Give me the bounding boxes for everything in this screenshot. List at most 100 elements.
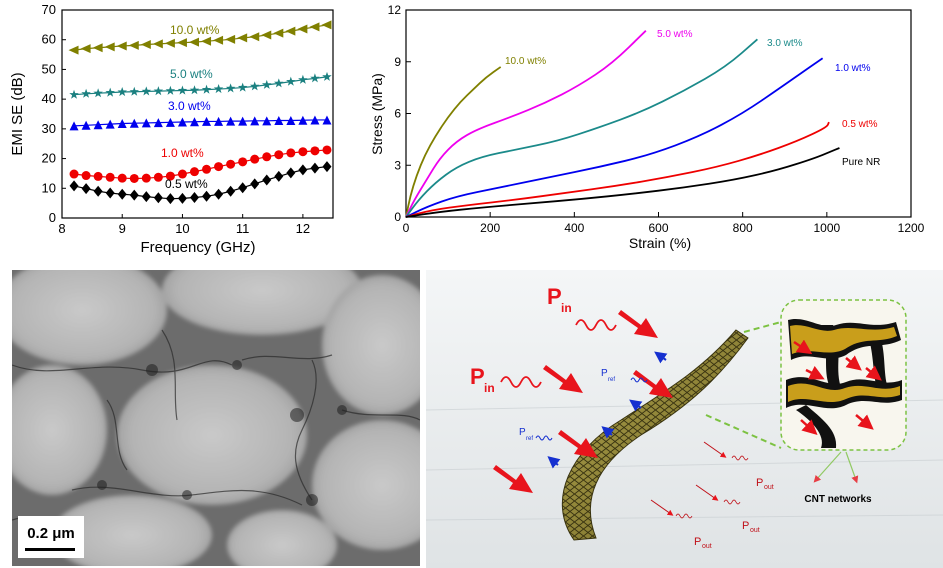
emi-data-point — [262, 116, 272, 126]
emi-data-point — [298, 115, 308, 125]
emi-data-point — [286, 148, 296, 158]
emi-data-point — [177, 117, 187, 127]
emi-data-point — [189, 117, 199, 127]
schematic-illustration: P in P in P ref P ref P out P out P out — [426, 270, 943, 568]
ss-series-label: Pure NR — [842, 157, 880, 168]
emi-data-point — [286, 167, 296, 179]
emi-data-point — [189, 167, 199, 177]
emi-data-point — [286, 76, 296, 86]
emi-data-point — [92, 43, 103, 53]
emi-data-point — [309, 22, 320, 32]
p-ref-label-2: P — [519, 427, 526, 438]
emi-data-point — [250, 154, 260, 164]
cnt-network-inset — [780, 299, 907, 451]
emi-data-point — [93, 88, 103, 98]
emi-data-point — [105, 119, 115, 129]
emi-data-point — [214, 188, 224, 200]
p-in-label-top: P — [547, 284, 562, 309]
emi-data-point — [141, 173, 151, 183]
emi-data-point — [226, 116, 236, 126]
ss-series-label: 10.0 wt% — [505, 56, 546, 67]
emi-data-point — [298, 147, 308, 157]
ss-series-line — [405, 147, 840, 218]
emi-data-point — [202, 190, 212, 202]
emi-data-point — [250, 116, 260, 126]
emi-plot-frame — [61, 9, 334, 219]
emi-y-tick-label: 20 — [42, 151, 56, 166]
emi-x-tick-label: 8 — [58, 221, 65, 236]
tem-image: 0.2 μm — [12, 270, 420, 566]
emi-data-point — [81, 171, 91, 181]
emi-data-point — [225, 34, 236, 44]
emi-data-point — [117, 119, 127, 129]
emi-data-point — [298, 164, 308, 176]
emi-data-point — [249, 32, 260, 42]
emi-series-line — [74, 76, 328, 96]
p-out-label-2: P — [742, 520, 749, 532]
emi-x-tick-label: 11 — [236, 221, 250, 236]
p-out-sub-3: out — [702, 543, 712, 550]
emi-data-point — [153, 86, 164, 96]
emi-data-point — [69, 89, 79, 99]
stress-strain-chart: 0 200 400 600 800 1000 1200 0 3 6 9 12 Strain (%) S… — [369, 3, 925, 251]
emi-x-tick-label: 9 — [119, 221, 126, 236]
cnt-networks-label: CNT networks — [804, 494, 872, 505]
emi-data-point — [81, 120, 91, 130]
tem-micrograph: 0.2 μm — [12, 270, 420, 566]
emi-data-point — [322, 145, 332, 155]
emi-data-point — [237, 33, 248, 43]
shielding-mechanism-schematic: P in P in P ref P ref P out P out P out — [426, 270, 943, 568]
emi-data-point — [321, 20, 332, 30]
emi-data-point — [297, 24, 308, 34]
emi-data-point — [213, 35, 224, 45]
emi-data-point — [213, 84, 224, 94]
emi-data-point — [105, 172, 115, 182]
emi-data-point — [214, 116, 224, 126]
emi-data-point — [152, 39, 163, 49]
emi-data-point — [274, 150, 284, 160]
emi-data-point — [225, 83, 236, 93]
emi-data-point — [274, 170, 284, 182]
emi-data-point — [238, 157, 248, 167]
p-ref-sub-2: ref — [526, 436, 533, 442]
emi-series-line — [73, 165, 328, 200]
emi-data-point — [105, 187, 115, 199]
emi-data-point — [201, 84, 212, 94]
ss-series-line — [405, 38, 758, 218]
emi-data-point — [68, 45, 79, 55]
emi-data-point — [322, 115, 332, 125]
ss-x-tick-label: 1200 — [898, 221, 925, 235]
ss-series-line — [405, 121, 830, 218]
emi-data-point — [188, 37, 199, 47]
emi-data-point — [286, 116, 296, 126]
emi-data-point — [274, 116, 284, 126]
emi-data-point — [153, 172, 163, 182]
p-in-sub-top: in — [561, 301, 572, 315]
emi-data-point — [322, 71, 332, 81]
ss-y-tick-label: 6 — [394, 107, 401, 121]
emi-data-point — [273, 28, 284, 38]
ss-series-line — [405, 57, 824, 218]
emi-data-point — [153, 192, 163, 204]
emi-data-point — [165, 85, 176, 95]
emi-data-point — [189, 191, 199, 203]
emi-data-point — [201, 36, 212, 46]
p-out-sub-1: out — [764, 484, 774, 491]
emi-data-point — [165, 117, 175, 127]
emi-data-point — [153, 118, 163, 128]
emi-y-axis-label: EMI SE (dB) — [9, 72, 26, 155]
ss-y-tick-label: 9 — [394, 55, 401, 69]
emi-series-label: 3.0 wt% — [168, 99, 211, 113]
ss-x-tick-label: 800 — [733, 221, 753, 235]
emi-se-chart-panel: 8 9 10 11 12 0 10 20 30 40 50 60 70 Frequency (GHz) … — [0, 0, 345, 262]
emi-data-point — [226, 159, 236, 169]
emi-data-point — [310, 162, 320, 174]
emi-data-point — [298, 74, 308, 84]
emi-data-point — [202, 164, 212, 174]
emi-y-tick-label: 50 — [42, 61, 56, 76]
emi-y-tick-label: 0 — [49, 210, 56, 225]
emi-data-point — [165, 193, 175, 205]
emi-data-point — [105, 87, 115, 97]
emi-x-tick-label: 10 — [175, 221, 189, 236]
emi-data-point — [117, 173, 127, 183]
